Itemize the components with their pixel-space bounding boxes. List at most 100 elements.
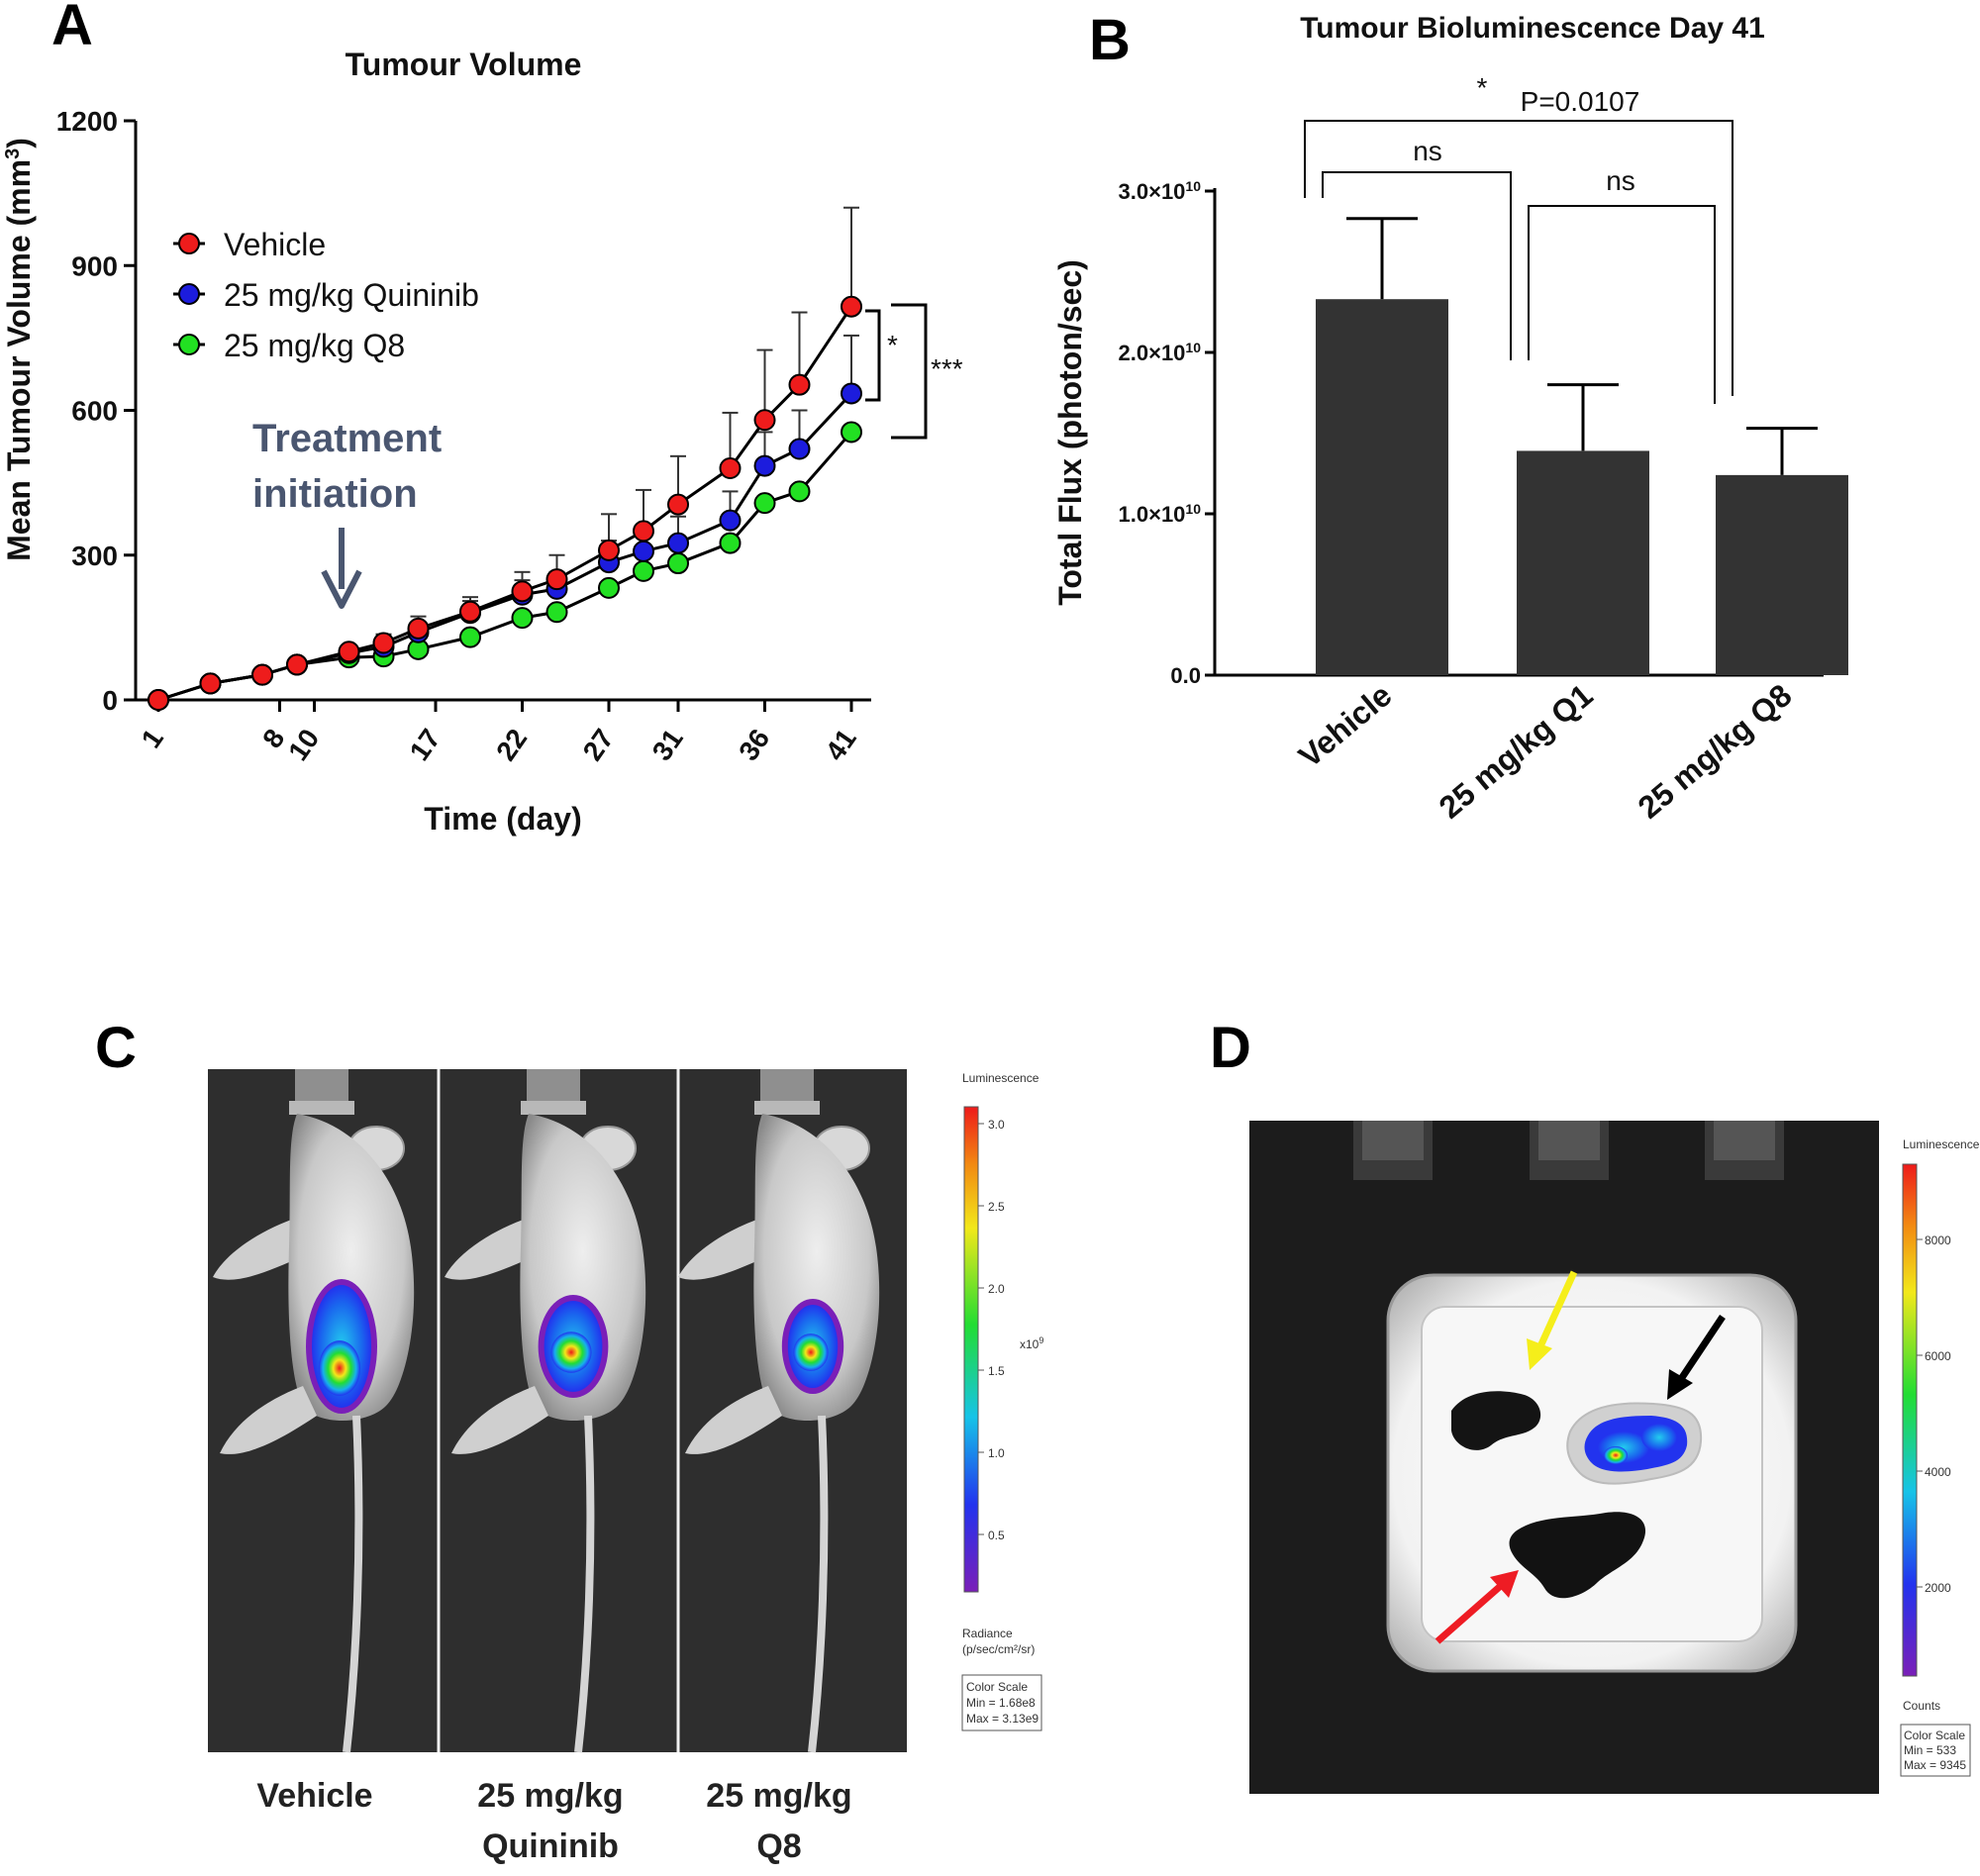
caption-line2: Q8 — [756, 1827, 801, 1865]
panel-a-letter: A — [51, 0, 93, 57]
chart-a-point — [667, 532, 689, 554]
caption-line1: 25 mg/kg — [477, 1777, 623, 1815]
chart-b-bar — [1316, 299, 1448, 675]
chart-b-ytick-base: 2.0×10 — [1119, 341, 1186, 365]
bracket-three-star — [891, 303, 928, 440]
chart-a-legend: Vehicle 25 mg/kg Quininib 25 mg/kg Q8 — [173, 227, 479, 363]
tail — [574, 1415, 595, 1753]
colorbar-c-mult-exp: 9 — [1039, 1335, 1043, 1345]
chart-a-point — [719, 532, 742, 554]
bracket-vehicle-q1 — [1322, 171, 1512, 360]
chart-a-point — [753, 454, 776, 477]
chart-a-point — [667, 493, 689, 516]
nose-cone-rim — [289, 1101, 354, 1115]
annotation-treatment: Treatment — [252, 417, 442, 460]
comparison-star: * — [1477, 72, 1488, 103]
chart-a-yticks: 0 300 600 900 1200 — [56, 106, 136, 716]
chart-a-point — [459, 600, 481, 623]
chart-a-xtick-label: 41 — [820, 724, 862, 766]
chart-b-bars — [1316, 217, 1848, 675]
colorbar-d-ticklabel: 8000 — [1925, 1234, 1951, 1247]
chart-a-point — [545, 568, 568, 591]
colorbar-d-unit: Counts — [1903, 1699, 1940, 1713]
colorbar-d-title: Luminescence — [1903, 1137, 1980, 1151]
panel-d-image — [1249, 1121, 1879, 1794]
colorbar-d-box1: Color Scale — [1904, 1728, 1965, 1742]
hind-leg — [220, 1386, 317, 1454]
chart-a-point — [251, 663, 273, 686]
mouse — [213, 1069, 415, 1753]
chart-a-point — [511, 580, 534, 603]
colorbar-d-gradient — [1902, 1163, 1918, 1677]
colorbar-c-mult-base: x10 — [1020, 1337, 1040, 1351]
chart-a-point — [148, 689, 169, 711]
chart-b-title: Tumour Bioluminescence Day 41 — [1300, 12, 1765, 45]
chart-a-point — [633, 559, 654, 582]
mouse — [678, 1069, 880, 1753]
chart-a-point — [372, 632, 395, 654]
chart-b-ytick-base: 0.0 — [1170, 663, 1201, 688]
caption-line1: 25 mg/kg — [706, 1777, 851, 1815]
colorbar-c-unit1: Radiance — [962, 1627, 1013, 1640]
hind-leg — [685, 1386, 782, 1454]
caption-line1: Vehicle — [256, 1777, 372, 1815]
chart-b-ytick-label: 2.0×1010 — [1119, 340, 1202, 365]
panel-d-letter: D — [1210, 1016, 1251, 1080]
chart-a-ylabel-sup: 3 — [2, 148, 24, 159]
chart-b-ytick-base: 1.0×10 — [1119, 502, 1186, 527]
chart-a-point — [841, 295, 862, 318]
chart-a-point — [633, 520, 654, 543]
chart-a-ytick-label: 1200 — [56, 106, 118, 137]
chart-a-point — [753, 409, 776, 432]
panel-c-captions: Vehicle 25 mg/kg Quininib 25 mg/kg Q8 — [256, 1777, 851, 1865]
caption-line2: Quininib — [482, 1827, 619, 1865]
chart-a-point — [719, 509, 742, 532]
panel-c-letter: C — [95, 1016, 137, 1080]
chart-b-ytick-label: 0.0 — [1170, 663, 1201, 688]
red-arrow — [1435, 1570, 1519, 1644]
chart-b-bar — [1716, 474, 1848, 675]
chart-b-ytick-label: 3.0×1010 — [1119, 178, 1202, 204]
chart-b-ytick-exp: 10 — [1185, 340, 1201, 355]
chart-a-point — [407, 617, 430, 640]
legend-label-quininib: 25 mg/kg Quininib — [224, 277, 479, 313]
tumour-hotspot — [550, 1332, 592, 1373]
colorbar-c-box3: Max = 3.13e9 — [966, 1712, 1039, 1726]
colorbar-d-box — [1900, 1724, 1971, 1777]
nose-cone-rim — [521, 1101, 586, 1115]
tail — [808, 1415, 829, 1753]
bracket-star — [865, 309, 881, 402]
panel-c-image — [208, 1069, 907, 1753]
chart-a-point — [841, 382, 862, 405]
chart-a-point — [199, 672, 222, 695]
black-arrow — [1667, 1315, 1726, 1400]
tail — [343, 1415, 363, 1753]
colorbar-c-title: Luminescence — [962, 1071, 1040, 1085]
comparison-ns-2: ns — [1606, 165, 1635, 196]
chart-b-ytick-exp: 10 — [1185, 501, 1201, 517]
chart-a-ytick-label: 300 — [71, 541, 118, 571]
legend-label-vehicle: Vehicle — [224, 227, 326, 262]
chart-a-ytick-label: 600 — [71, 396, 118, 427]
colorbar-c-multiplier: x109 — [1020, 1335, 1043, 1351]
chart-a-point — [788, 373, 811, 396]
chart-a-title: Tumour Volume — [346, 47, 582, 82]
chart-b-xlabels: Vehicle 25 mg/kg Q1 25 mg/kg Q8 — [1292, 677, 1799, 826]
chart-b-comparisons: * P=0.0107 ns ns — [1304, 72, 1733, 404]
hind-leg — [451, 1386, 548, 1454]
chart-a-xtick-label: 31 — [646, 724, 689, 766]
chart-a-point — [459, 626, 481, 648]
chart-a-point — [667, 552, 689, 575]
chart-a-point — [338, 641, 360, 663]
chart-b-ytick-label: 1.0×1010 — [1119, 501, 1202, 527]
colorbar-c-ticklabel: 0.5 — [988, 1529, 1005, 1542]
chart-b-ytick-exp: 10 — [1185, 178, 1201, 194]
annotation-initiation: initiation — [252, 472, 418, 516]
colorbar-c-ticklabel: 1.5 — [988, 1364, 1005, 1378]
nose-cone-rim — [754, 1101, 820, 1115]
colorbar-c-ticklabel: 3.0 — [988, 1118, 1005, 1132]
chart-a-xlabel: Time (day) — [424, 801, 581, 837]
front-leg — [445, 1218, 537, 1280]
